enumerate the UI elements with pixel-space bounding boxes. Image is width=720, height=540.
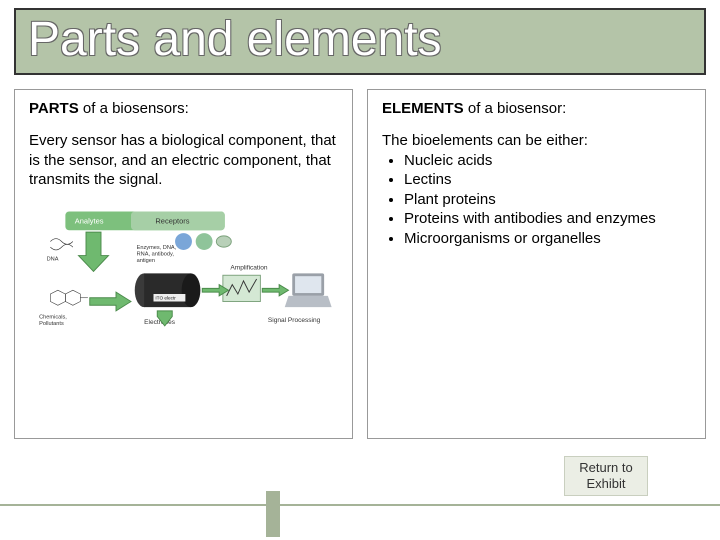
svg-text:ITO electr: ITO electr <box>155 295 176 300</box>
columns: PARTS of a biosensors: Every sensor has … <box>14 89 706 439</box>
diagram-label-amplification: Amplification <box>230 264 267 271</box>
diagram-label-receptors: Receptors <box>155 216 189 225</box>
biosensor-diagram: Analytes Receptors Enzymes, DNA, RNA, an… <box>29 204 338 354</box>
left-body: Every sensor has a biological component,… <box>29 131 338 190</box>
return-button[interactable]: Return to Exhibit <box>564 456 648 496</box>
diagram-label-signal: Signal Processing <box>268 317 321 324</box>
list-item: Plant proteins <box>404 190 691 210</box>
right-heading-prefix: ELEMENTS <box>382 100 464 117</box>
bioelements-list: Nucleic acids Lectins Plant proteins Pro… <box>382 151 691 249</box>
list-item: Nucleic acids <box>404 151 691 171</box>
left-heading-prefix: PARTS <box>29 100 79 117</box>
bottom-accent-line <box>0 504 720 506</box>
right-heading-rest: of a biosensor: <box>464 100 567 117</box>
left-heading-rest: of a biosensors: <box>79 100 189 117</box>
title-box: Parts and elements <box>14 8 706 75</box>
slide: Parts and elements PARTS of a biosensors… <box>0 0 720 540</box>
bottom-accent-block <box>266 491 280 537</box>
right-intro: The bioelements can be either: <box>382 131 691 151</box>
diagram-electrode: ITO electr <box>135 273 201 307</box>
right-column: ELEMENTS of a biosensor: The bioelements… <box>367 89 706 439</box>
slide-title: Parts and elements <box>28 12 692 67</box>
left-heading: PARTS of a biosensors: <box>29 100 338 117</box>
list-item: Lectins <box>404 170 691 190</box>
svg-text:DNA: DNA <box>47 256 59 262</box>
left-column: PARTS of a biosensors: Every sensor has … <box>14 89 353 439</box>
list-item: Microorganisms or organelles <box>404 229 691 249</box>
right-heading: ELEMENTS of a biosensor: <box>382 100 691 117</box>
diagram-label-analytes: Analytes <box>75 216 104 225</box>
list-item: Proteins with antibodies and enzymes <box>404 209 691 229</box>
right-body: The bioelements can be either: Nucleic a… <box>382 131 691 248</box>
